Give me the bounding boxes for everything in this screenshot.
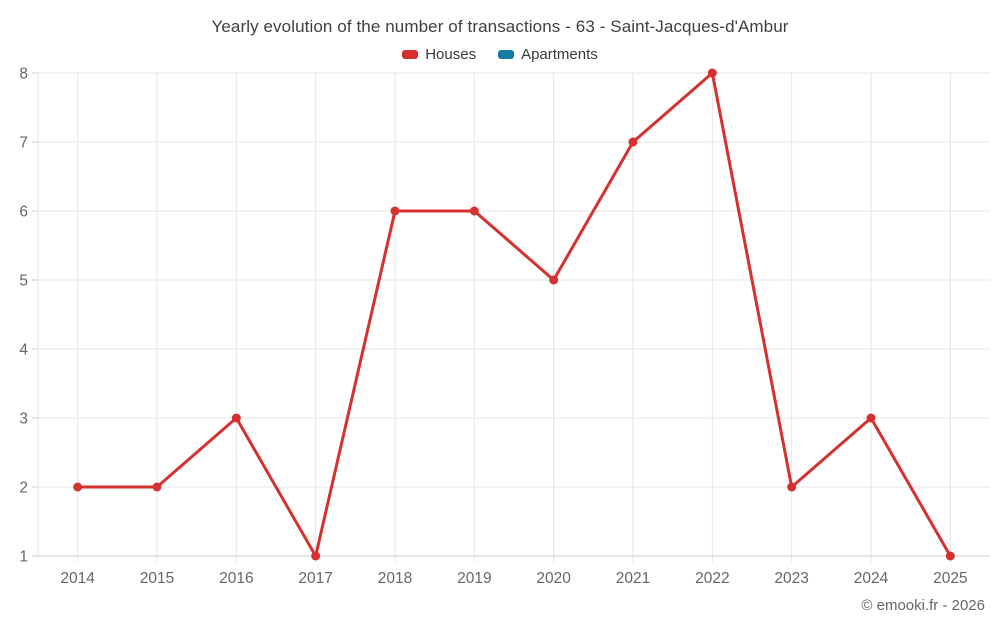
x-tick-label: 2020: [536, 570, 571, 587]
y-tick-label: 1: [19, 549, 28, 566]
data-point-houses-2014[interactable]: [73, 482, 83, 492]
data-point-houses-2019[interactable]: [469, 206, 479, 216]
data-point-houses-2024[interactable]: [866, 413, 876, 423]
data-point-houses-2025[interactable]: [945, 551, 955, 561]
data-point-houses-2020[interactable]: [549, 275, 559, 285]
y-tick-label: 6: [19, 204, 28, 221]
legend-label-houses: Houses: [425, 46, 477, 63]
copyright-credit: © emooki.fr - 2026: [861, 597, 985, 614]
x-tick-label: 2015: [140, 570, 174, 587]
houses-legend-swatch-icon: [402, 50, 419, 59]
x-tick-label: 2018: [378, 570, 412, 587]
chart-legend: Houses Apartments: [0, 46, 1000, 63]
data-point-houses-2023[interactable]: [787, 482, 797, 492]
x-tick-label: 2019: [457, 570, 491, 587]
legend-label-apartments: Apartments: [521, 46, 598, 63]
y-tick-label: 8: [19, 66, 28, 83]
legend-item-houses[interactable]: Houses: [402, 46, 476, 63]
x-tick-label: 2016: [219, 570, 253, 587]
data-point-houses-2016[interactable]: [231, 413, 241, 423]
x-tick-label: 2014: [60, 570, 95, 587]
x-tick-label: 2024: [854, 570, 889, 587]
y-tick-label: 5: [19, 273, 28, 290]
x-tick-label: 2023: [774, 570, 808, 587]
data-point-houses-2017[interactable]: [311, 551, 321, 561]
y-tick-label: 2: [19, 480, 28, 497]
x-tick-label: 2021: [616, 570, 650, 587]
x-tick-label: 2025: [933, 570, 967, 587]
apartments-legend-swatch-icon: [498, 50, 515, 59]
y-tick-label: 7: [19, 135, 28, 152]
data-point-houses-2015[interactable]: [152, 482, 162, 492]
y-tick-label: 4: [19, 342, 28, 359]
x-tick-label: 2017: [298, 570, 332, 587]
y-tick-label: 3: [19, 411, 28, 428]
data-point-houses-2022[interactable]: [707, 68, 717, 78]
data-point-houses-2018[interactable]: [390, 206, 400, 216]
chart-title: Yearly evolution of the number of transa…: [211, 17, 789, 36]
series-line-houses[interactable]: [76, 71, 952, 558]
data-point-houses-2021[interactable]: [628, 137, 638, 147]
legend-item-apartments[interactable]: Apartments: [498, 46, 598, 63]
x-tick-label: 2022: [695, 570, 729, 587]
